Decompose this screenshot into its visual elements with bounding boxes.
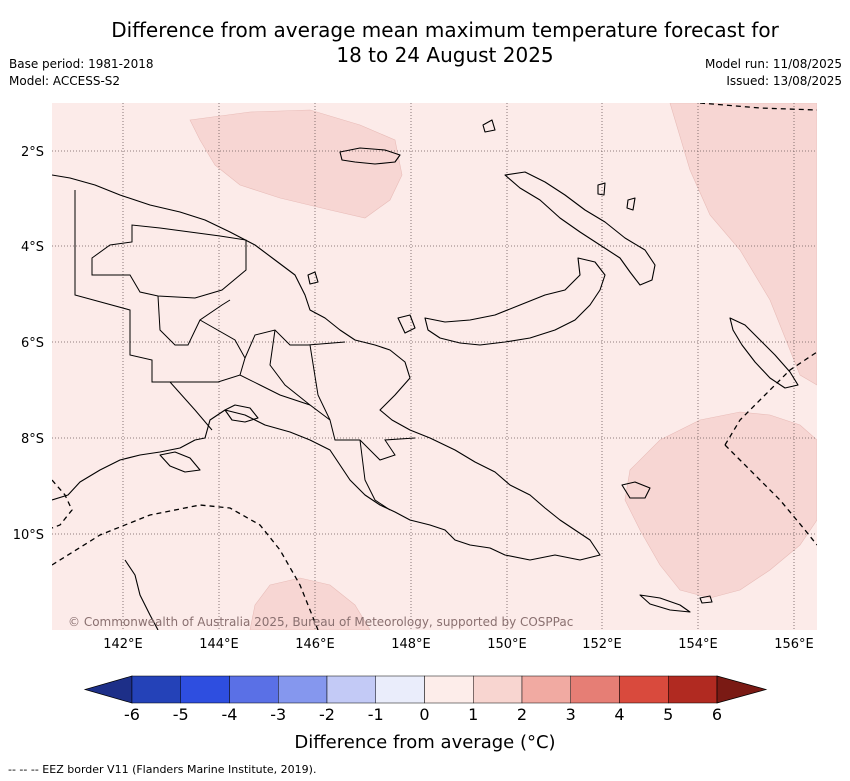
copyright-text: © Commonwealth of Australia 2025, Bureau… xyxy=(68,615,573,629)
warm-region-south xyxy=(249,577,371,630)
new-ireland-coast xyxy=(504,171,656,286)
graticule xyxy=(52,103,817,630)
colorbar-segment xyxy=(570,675,620,704)
colorbar-tick-label: -4 xyxy=(222,705,238,724)
colorbar-extend-high xyxy=(716,675,768,704)
lon-label: 146°E xyxy=(295,637,335,652)
colorbar-tick-label: 6 xyxy=(712,705,722,724)
meta-left: Base period: 1981-2018 Model: ACCESS-S2 xyxy=(9,56,154,90)
lat-label: 2°S xyxy=(21,145,44,160)
model-label: Model: ACCESS-S2 xyxy=(9,74,121,88)
issued-label: Issued: 13/08/2025 xyxy=(726,74,842,88)
coastlines xyxy=(52,119,799,630)
lon-label: 148°E xyxy=(391,637,431,652)
colorbar-tick-label: 5 xyxy=(663,705,673,724)
colorbar-tick-label: 2 xyxy=(517,705,527,724)
latitude-labels: 2°S 4°S 6°S 8°S 10°S xyxy=(13,145,44,543)
map-layers xyxy=(52,103,817,630)
colorbar-tick-label: -6 xyxy=(124,705,140,724)
colorbar-tick-label: -3 xyxy=(270,705,286,724)
dentrecasteaux-coast xyxy=(621,481,651,499)
colorbar-segment xyxy=(131,675,181,704)
colorbar-tick-label: 4 xyxy=(614,705,624,724)
eez-legend-note: -- -- -- EEZ border V11 (Flanders Marine… xyxy=(8,763,317,776)
lon-label: 150°E xyxy=(487,637,527,652)
manus-coast xyxy=(339,147,401,165)
title-line-2: 18 to 24 August 2025 xyxy=(336,43,554,67)
chart-title: Difference from average mean maximum tem… xyxy=(0,18,850,68)
colorbar-segment xyxy=(668,675,718,704)
colorbar-extend-low xyxy=(83,675,133,704)
province-borders xyxy=(74,190,416,511)
colorbar-segment xyxy=(521,675,571,704)
colorbar-title: Difference from average (°C) xyxy=(294,732,556,753)
warm-region-north xyxy=(189,109,403,219)
cape-york-coast xyxy=(124,559,159,630)
colorbar-segment xyxy=(326,675,376,704)
lat-label: 10°S xyxy=(13,528,44,543)
title-line-1: Difference from average mean maximum tem… xyxy=(111,18,779,42)
colorbar-segment xyxy=(180,675,230,704)
lon-label: 156°E xyxy=(774,637,814,652)
new-britain-coast xyxy=(424,257,606,346)
torres-islands xyxy=(159,404,259,473)
lat-label: 6°S xyxy=(21,336,44,351)
small-islands xyxy=(307,119,713,604)
model-run-label: Model run: 11/08/2025 xyxy=(704,57,842,71)
colorbar xyxy=(83,675,768,704)
colorbar-segment xyxy=(424,675,474,704)
colorbar-tick-label: -5 xyxy=(173,705,189,724)
warm-region-southeast xyxy=(624,411,817,599)
lat-label: 8°S xyxy=(21,432,44,447)
colorbar-tick-label: -2 xyxy=(319,705,335,724)
colorbar-tick-label: -1 xyxy=(368,705,384,724)
colorbar-tick-label: 0 xyxy=(419,705,429,724)
colorbar-segment xyxy=(473,675,523,704)
colorbar-segment xyxy=(229,675,279,704)
warm-anomaly-regions xyxy=(189,103,817,630)
lat-label: 4°S xyxy=(21,240,44,255)
base-period-label: Base period: 1981-2018 xyxy=(9,57,154,71)
lon-label: 152°E xyxy=(582,637,622,652)
colorbar-tick-label: 3 xyxy=(566,705,576,724)
warm-region-east xyxy=(669,103,817,386)
lon-label: 144°E xyxy=(199,637,239,652)
bougainville-coast xyxy=(729,317,799,389)
longitude-labels: 142°E 144°E 146°E 148°E 150°E 152°E 154°… xyxy=(103,637,814,652)
meta-right: Model run: 11/08/2025 Issued: 13/08/2025 xyxy=(705,56,842,90)
colorbar-segment xyxy=(278,675,328,704)
eez-borders xyxy=(52,103,817,630)
louisiade-coast xyxy=(639,594,691,613)
colorbar-segment xyxy=(375,675,425,704)
lon-label: 142°E xyxy=(103,637,143,652)
colorbar-ticks: -6 -5 -4 -3 -2 -1 0 1 2 3 4 5 6 xyxy=(124,705,722,724)
colorbar-segment xyxy=(619,675,669,704)
lon-label: 154°E xyxy=(678,637,718,652)
colorbar-tick-label: 1 xyxy=(468,705,478,724)
